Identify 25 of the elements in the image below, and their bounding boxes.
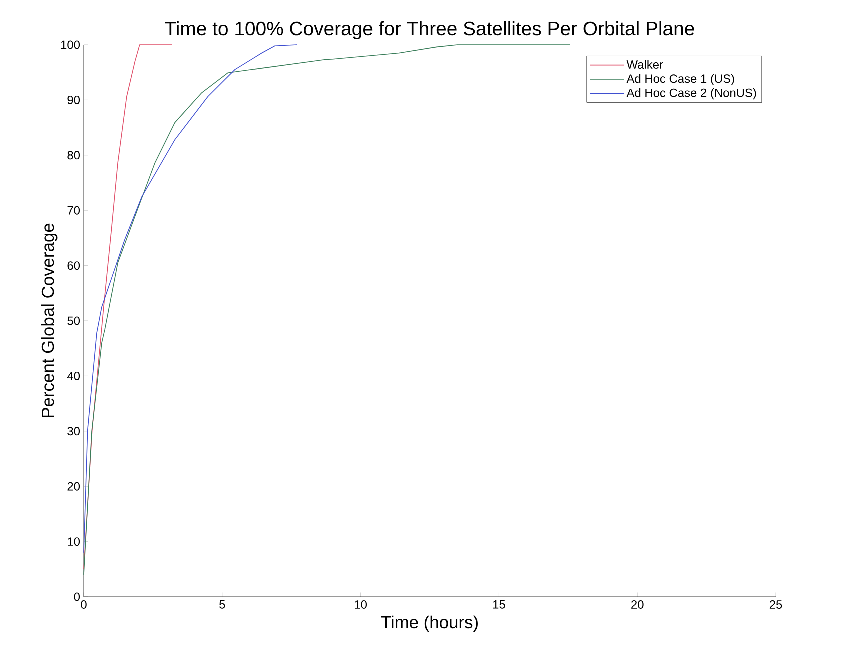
y-tick-label: 10 <box>68 538 80 546</box>
legend-label: Walker <box>626 60 664 69</box>
chart-title: Time to 100% Coverage for Three Satellites Per Orbital Plane <box>165 21 694 40</box>
line-series <box>84 44 570 576</box>
y-tick-label: 70 <box>68 206 80 215</box>
x-tick-label: 15 <box>493 600 506 609</box>
legend-label: Ad Hoc Case 1 (US) <box>626 74 734 86</box>
x-tick-label: 0 <box>81 600 87 609</box>
y-tick-label: 100 <box>61 40 80 50</box>
y-tick-label: 90 <box>68 96 80 104</box>
y-tick-label: 0 <box>74 592 80 602</box>
y-tick-label: 60 <box>68 262 80 270</box>
line-series <box>84 44 298 554</box>
x-tick-label: 5 <box>220 600 226 609</box>
x-axis-title: Time (hours) <box>381 616 478 632</box>
legend-label: Ad Hoc Case 2 (NonUS) <box>626 88 756 100</box>
x-tick-label: 25 <box>770 600 782 609</box>
y-tick-label: 40 <box>67 372 80 380</box>
y-tick-label: 50 <box>68 316 80 326</box>
y-tick-label: 20 <box>68 482 80 491</box>
x-tick-label: 10 <box>355 600 367 609</box>
x-tick-label: 20 <box>632 600 644 609</box>
y-axis-title: Percent Global Coverage <box>41 224 58 418</box>
y-tick-label: 80 <box>68 151 80 160</box>
y-tick-label: 30 <box>68 427 80 436</box>
